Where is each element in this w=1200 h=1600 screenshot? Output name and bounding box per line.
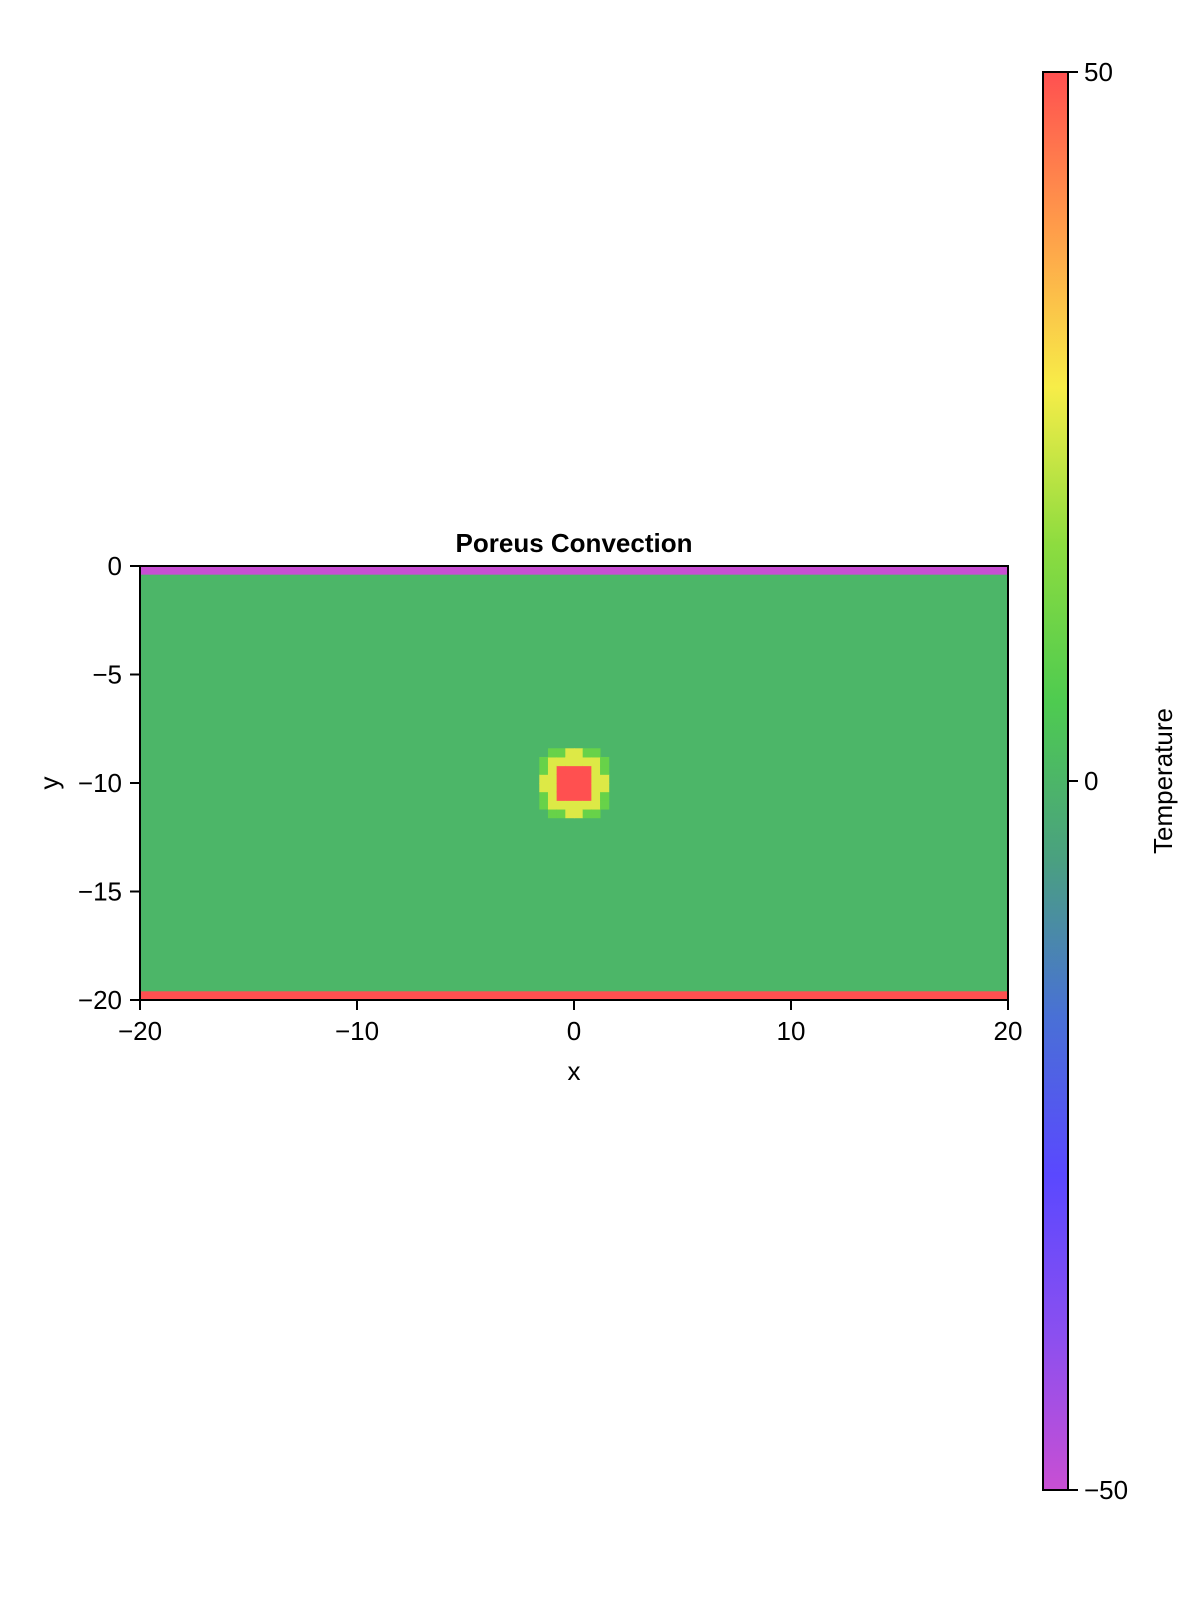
anomaly-cell: [582, 756, 592, 767]
anomaly-cell: [547, 774, 558, 784]
x-tick-label: −20: [118, 1016, 162, 1046]
anomaly-cell: [565, 783, 575, 793]
anomaly-cell: [574, 809, 584, 819]
anomaly-cell: [556, 756, 566, 767]
heatmap-field: [140, 566, 1008, 1000]
anomaly-cell: [547, 756, 558, 767]
anomaly-cell: [539, 765, 549, 775]
anomaly-cell: [574, 800, 584, 810]
anomaly-cell: [591, 774, 601, 784]
y-tick-label: −10: [78, 768, 122, 798]
anomaly-cell: [565, 800, 575, 810]
anomaly-cell: [591, 756, 601, 767]
colorbar-tick-label: −50: [1084, 1475, 1128, 1505]
anomaly-cell: [547, 783, 558, 793]
colorbar-tick-label: 0: [1084, 766, 1098, 796]
anomaly-cell: [591, 783, 601, 793]
anomaly-cell: [600, 783, 610, 793]
anomaly-cell: [600, 765, 610, 775]
anomaly-cell: [547, 765, 558, 775]
anomaly-cell: [591, 748, 601, 758]
anomaly-cell: [574, 748, 584, 758]
anomaly-cell: [600, 756, 610, 767]
y-axis: 0 −5 −10 −15 −20: [78, 551, 140, 1015]
y-tick-label: −5: [92, 660, 122, 690]
anomaly-cell: [582, 809, 592, 819]
anomaly-cell: [600, 800, 610, 810]
anomaly-cell: [556, 748, 566, 758]
anomaly-cell: [582, 791, 592, 801]
anomaly-cell: [582, 765, 592, 775]
anomaly-cell: [556, 791, 566, 801]
anomaly-cell: [582, 800, 592, 810]
colorbar-gradient: [1042, 71, 1069, 1491]
anomaly-cell: [556, 783, 566, 793]
x-axis-label: x: [568, 1056, 581, 1086]
anomaly-cell: [539, 756, 549, 767]
y-tick-label: −20: [78, 985, 122, 1015]
x-tick-label: 20: [994, 1016, 1023, 1046]
anomaly-cell: [556, 774, 566, 784]
anomaly-cell: [574, 783, 584, 793]
colorbar: 50 0 −50 Temperature: [1042, 57, 1178, 1505]
anomaly-cell: [591, 800, 601, 810]
anomaly-cell: [547, 748, 558, 758]
anomaly-cell: [574, 756, 584, 767]
anomaly-cell: [574, 774, 584, 784]
anomaly-cell: [565, 809, 575, 819]
x-tick-label: 10: [777, 1016, 806, 1046]
x-tick-label: −10: [335, 1016, 379, 1046]
anomaly-cell: [565, 765, 575, 775]
anomaly-cell: [600, 791, 610, 801]
anomaly-cell: [539, 783, 549, 793]
colorbar-tick-label: 50: [1084, 57, 1113, 87]
anomaly-cell: [565, 748, 575, 758]
anomaly-cell: [539, 800, 549, 810]
x-axis: −20 −10 0 10 20: [118, 1000, 1023, 1046]
anomaly-cell: [539, 774, 549, 784]
anomaly-cell: [547, 800, 558, 810]
anomaly-cell: [591, 791, 601, 801]
anomaly-cell: [556, 800, 566, 810]
plot-area: [139, 565, 1009, 1001]
anomaly-cell: [591, 809, 601, 819]
top-boundary-band: [140, 566, 1008, 575]
anomaly-cell: [565, 791, 575, 801]
x-tick-label: 0: [567, 1016, 581, 1046]
y-tick-label: −15: [78, 877, 122, 907]
anomaly-cell: [547, 809, 558, 819]
anomaly-cell: [556, 809, 566, 819]
colorbar-ticks: 50 0 −50: [1068, 57, 1128, 1505]
anomaly-cell: [565, 774, 575, 784]
anomaly-cell: [565, 756, 575, 767]
bottom-boundary-band: [140, 991, 1008, 1000]
colorbar-label: Temperature: [1148, 708, 1178, 854]
anomaly-cell: [547, 791, 558, 801]
y-tick-label: 0: [108, 551, 122, 581]
y-axis-label: y: [34, 777, 64, 790]
anomaly-cell: [574, 791, 584, 801]
anomaly-cell: [582, 748, 592, 758]
anomaly-cell: [582, 774, 592, 784]
anomaly-cell: [556, 765, 566, 775]
anomaly-cell: [600, 774, 610, 784]
anomaly-cell: [539, 791, 549, 801]
anomaly-cell: [591, 765, 601, 775]
anomaly-cell: [574, 765, 584, 775]
chart-title: Poreus Convection: [456, 528, 693, 558]
anomaly-cell: [582, 783, 592, 793]
